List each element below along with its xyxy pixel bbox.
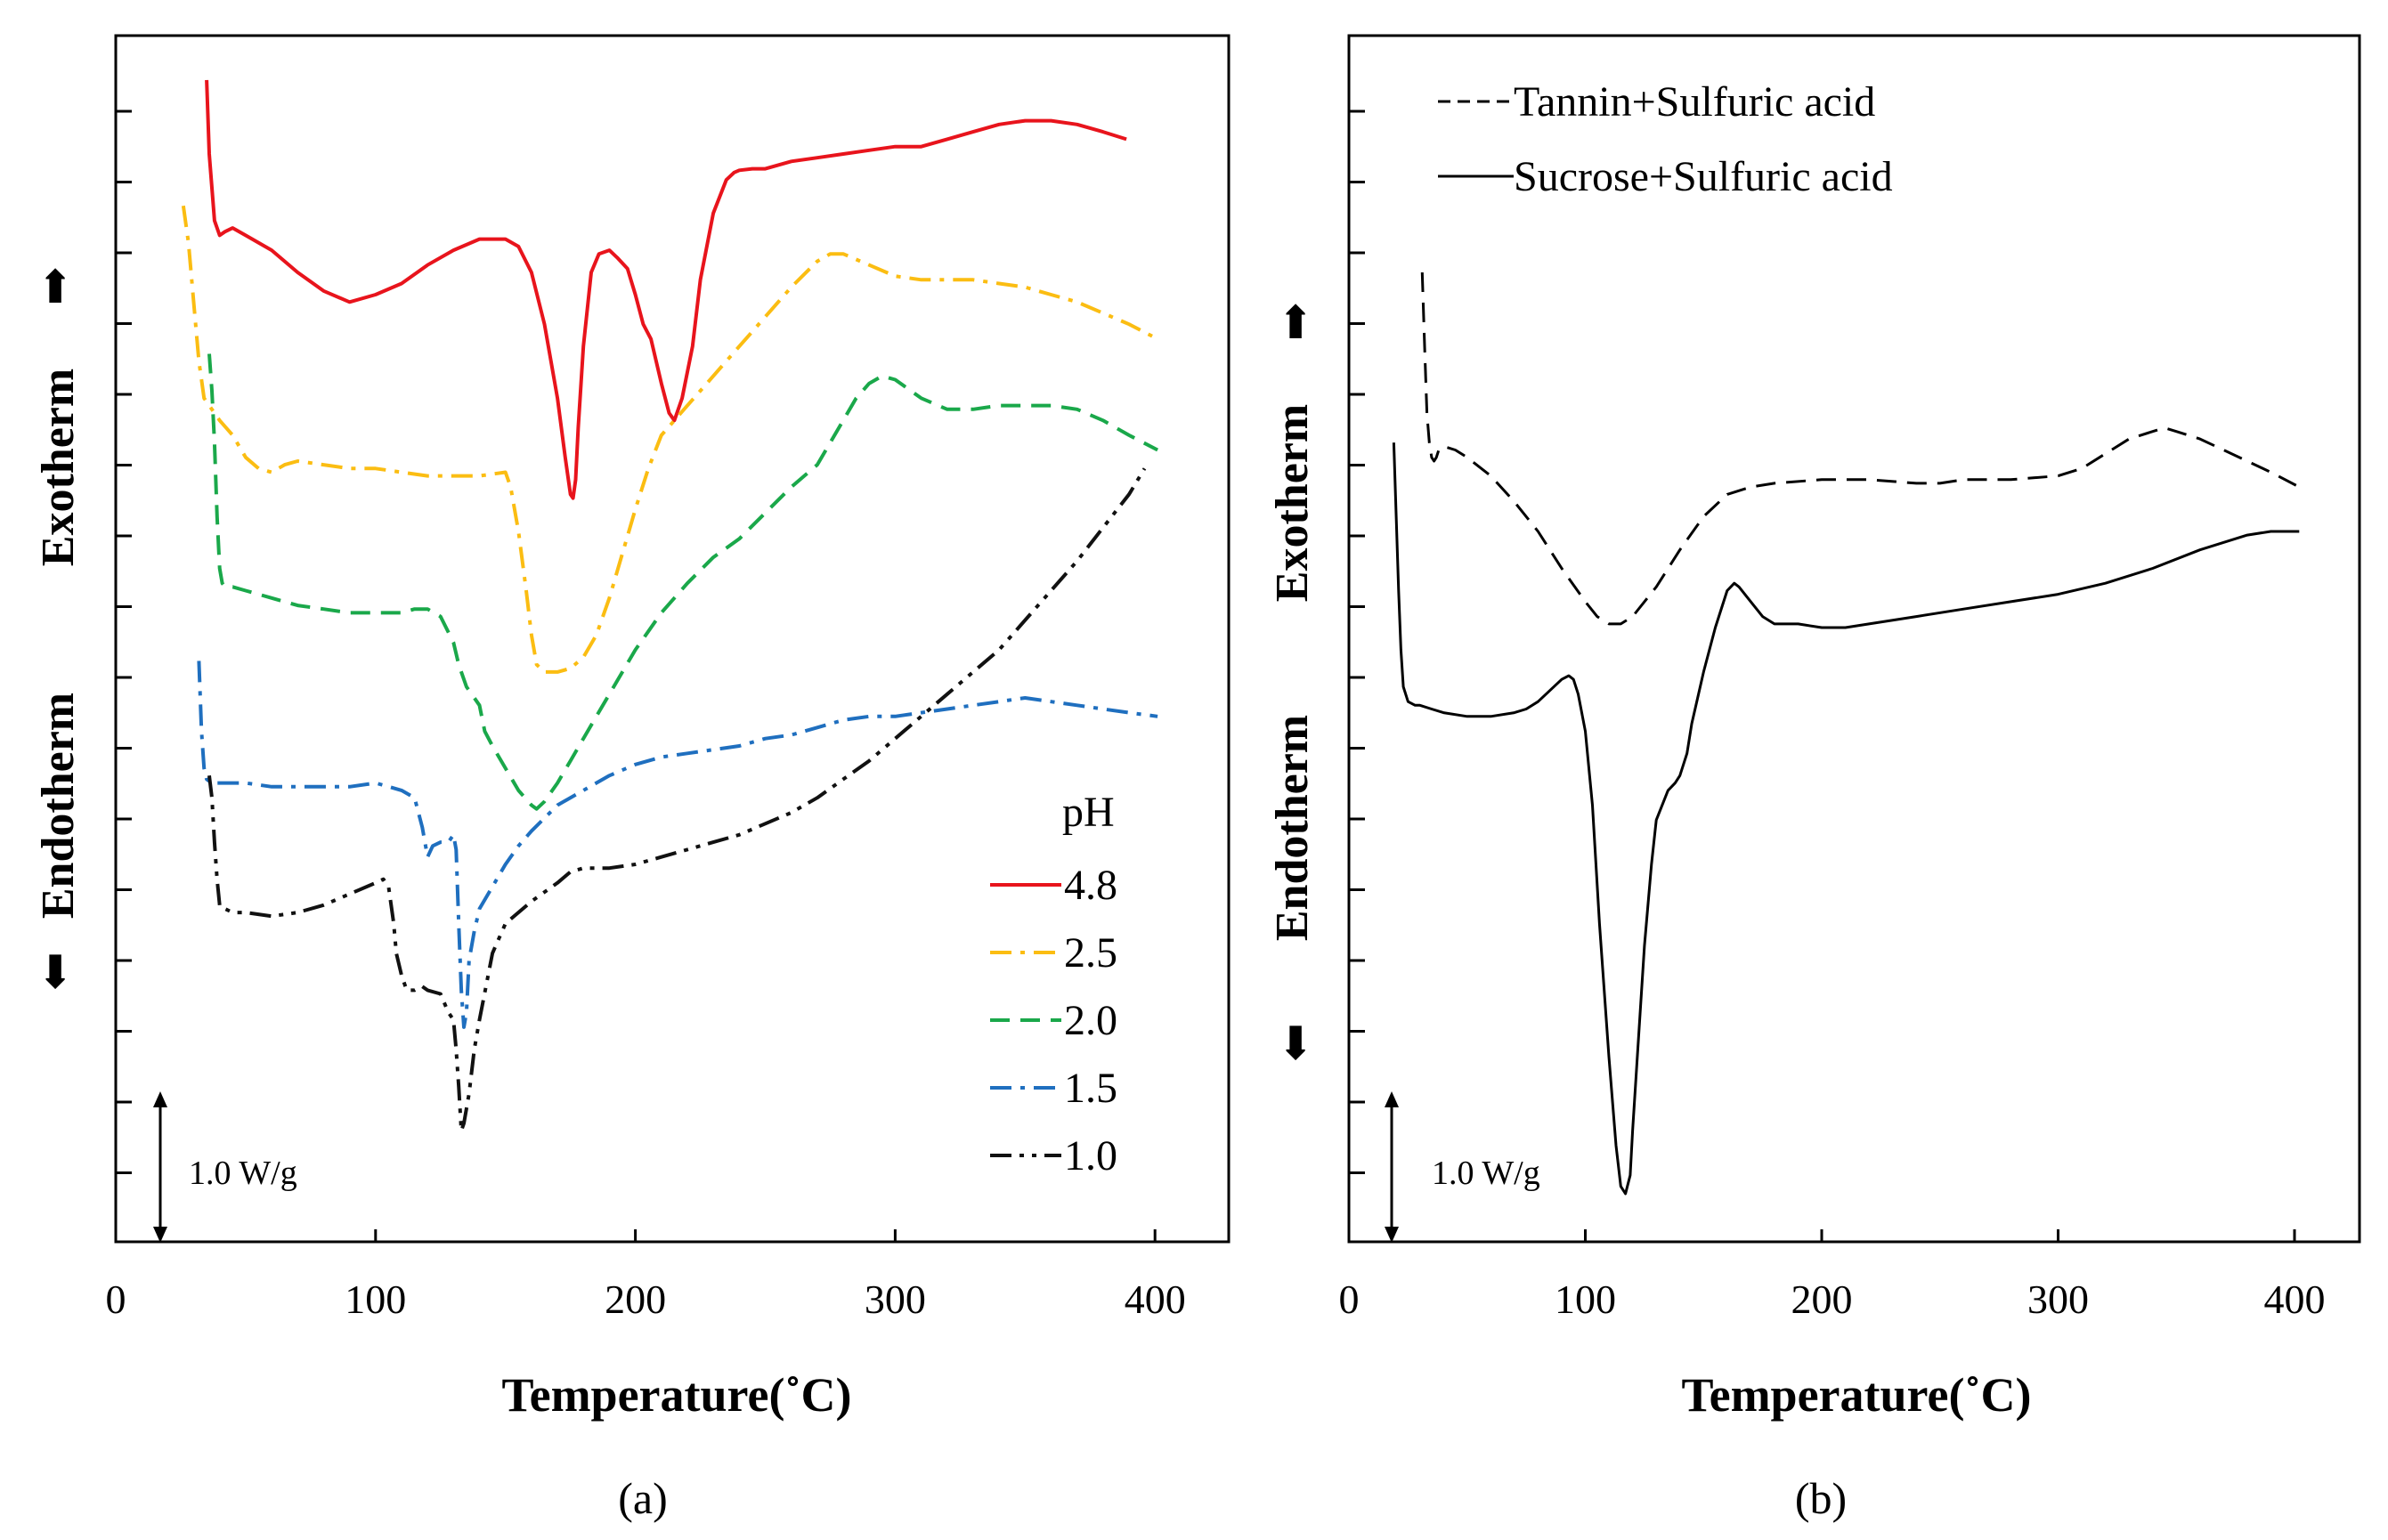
- panel-a-plot-frame: [114, 34, 1231, 1244]
- x-tick-label: 400: [2264, 1277, 2326, 1322]
- panel-b-plot-frame: [1347, 34, 2361, 1244]
- series-line-4-8: [205, 79, 1127, 500]
- panel-b-legend: Tannin+Sulfuric acid Sucrose+Sulfuric aci…: [1438, 78, 1893, 200]
- series-line-1-0: [207, 467, 1147, 1133]
- legend-label: 2.0: [1064, 997, 1117, 1044]
- panel-a-x-ticks: 0 100 200 300 400: [106, 1229, 1186, 1322]
- legend-label: 1.5: [1064, 1065, 1117, 1112]
- panel-a-exotherm-label: Exotherm: [33, 369, 84, 566]
- legend-label: 2.5: [1064, 929, 1117, 977]
- series-line-1-5: [197, 661, 1158, 1029]
- series-line-2-0: [207, 353, 1159, 811]
- panel-a-endotherm-label: Endotherm: [33, 693, 84, 919]
- panel-b-endotherm-label: Endotherm: [1267, 715, 1318, 941]
- panel-a-down-arrow-icon: ⬇: [36, 948, 75, 999]
- panel-a-legend-title: pH: [1062, 789, 1115, 836]
- panel-b-series: [1392, 272, 2300, 1196]
- x-tick-label: 300: [2027, 1277, 2089, 1322]
- panel-a-scale-bar: [153, 1091, 167, 1243]
- x-tick-label: 100: [345, 1277, 406, 1322]
- panel-b-x-axis-title: Temperature(˚C): [1682, 1368, 2032, 1422]
- panel-a-legend: 4.8 2.5 2.0 1.5 1.0: [990, 862, 1117, 1179]
- series-line-2-5: [181, 205, 1159, 674]
- panel-b-scale-label: 1.0 W/g: [1432, 1155, 1540, 1192]
- series-line-sucrose-sulfuric-acid: [1392, 442, 2300, 1196]
- x-tick-label: 300: [865, 1277, 926, 1322]
- x-tick-label: 400: [1125, 1277, 1186, 1322]
- panel-b-x-ticks: 0 100 200 300 400: [1339, 1229, 2326, 1322]
- panel-b-down-arrow-icon: ⬇: [1276, 1019, 1315, 1070]
- x-tick-label: 200: [605, 1277, 666, 1322]
- panel-b-up-arrow-icon: ⬆: [1276, 298, 1315, 349]
- panel-b-y-ticks: [1349, 109, 1365, 1174]
- panel-a-x-axis-title: Temperature(˚C): [502, 1368, 852, 1422]
- panel-a: 0 100 200 300 400 Exotherm Endotherm ⬆ ⬇ 1.0…: [33, 34, 1231, 1523]
- x-tick-label: 0: [106, 1277, 126, 1322]
- legend-label: 1.0: [1064, 1132, 1117, 1179]
- panel-b: 0 100 200 300 400 Exotherm Endotherm ⬆ ⬇ 1.0…: [1267, 34, 2361, 1523]
- panel-b-scale-bar: [1385, 1091, 1399, 1243]
- legend-label: Sucrose+Sulfuric acid: [1514, 153, 1893, 200]
- legend-label: Tannin+Sulfuric acid: [1514, 78, 1875, 126]
- panel-a-label: (a): [618, 1473, 668, 1523]
- panel-a-up-arrow-icon: ⬆: [36, 263, 75, 313]
- legend-label: 4.8: [1064, 862, 1117, 909]
- panel-a-series: [181, 79, 1159, 1133]
- panel-a-y-ticks: [116, 109, 132, 1174]
- x-tick-label: 100: [1555, 1277, 1616, 1322]
- x-tick-label: 200: [1791, 1277, 1853, 1322]
- x-tick-label: 0: [1339, 1277, 1360, 1322]
- panel-a-scale-label: 1.0 W/g: [189, 1155, 297, 1192]
- panel-b-exotherm-label: Exotherm: [1267, 404, 1318, 602]
- series-line-tannin-sulfuric-acid: [1420, 272, 2300, 626]
- panel-b-label: (b): [1795, 1473, 1847, 1523]
